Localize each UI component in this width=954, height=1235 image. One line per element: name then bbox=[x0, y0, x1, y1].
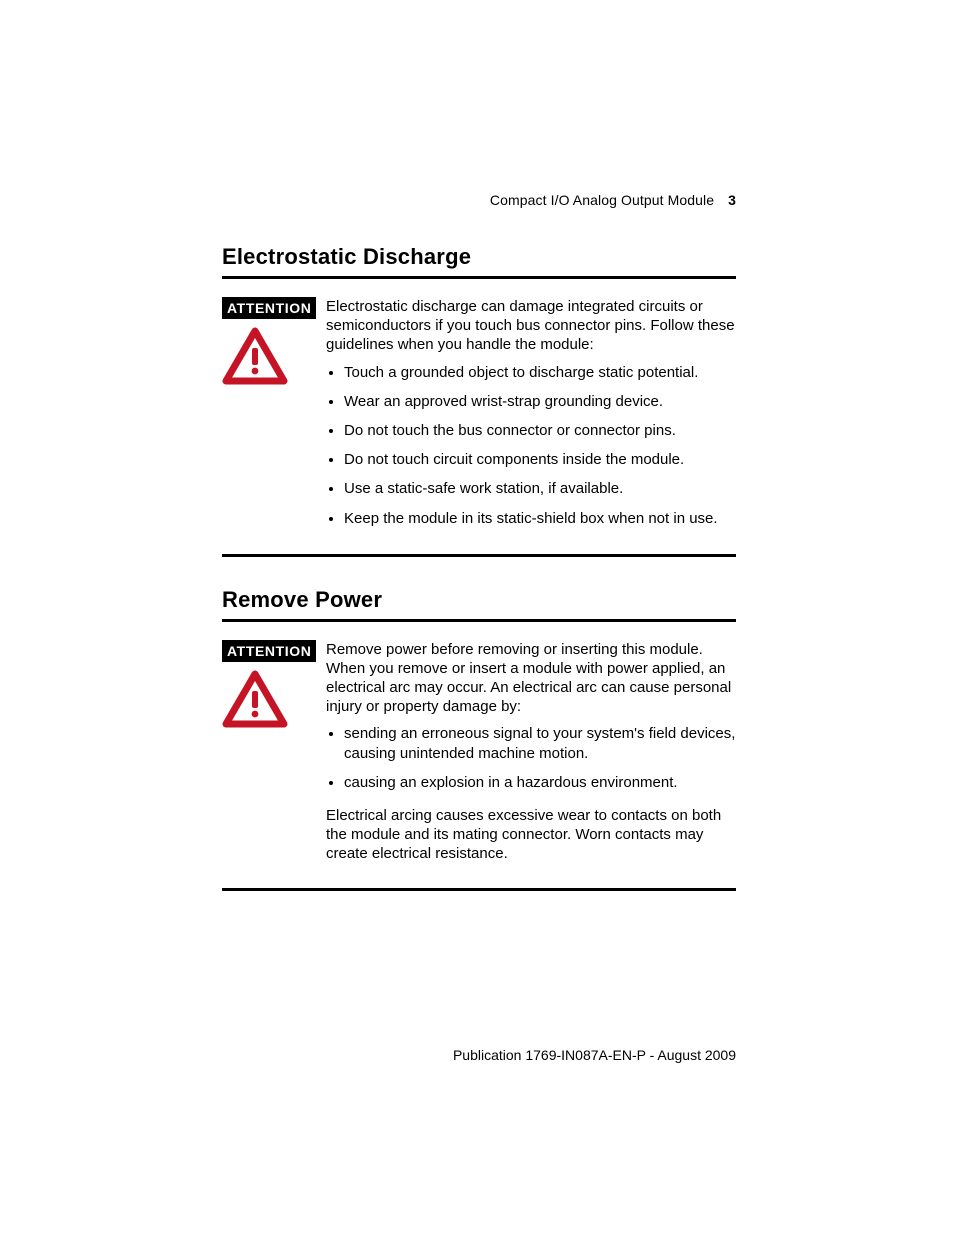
warning-triangle-icon bbox=[222, 327, 308, 385]
attention-block-power: ATTENTION Remove power before removing o… bbox=[222, 640, 736, 872]
attention-intro: Electrostatic discharge can damage integ… bbox=[326, 297, 736, 355]
publication-footer: Publication 1769-IN087A-EN-P - August 20… bbox=[453, 1047, 736, 1063]
attention-block-esd: ATTENTION Electrostatic discharge can da… bbox=[222, 297, 736, 538]
attention-left-column: ATTENTION bbox=[222, 640, 308, 728]
divider bbox=[222, 276, 736, 279]
list-item: Keep the module in its static-shield box… bbox=[344, 509, 736, 528]
attention-left-column: ATTENTION bbox=[222, 297, 308, 385]
list-item: Touch a grounded object to discharge sta… bbox=[344, 363, 736, 382]
running-header: Compact I/O Analog Output Module 3 bbox=[490, 192, 736, 208]
list-item: Do not touch circuit components inside t… bbox=[344, 450, 736, 469]
page-content: Electrostatic Discharge ATTENTION Electr… bbox=[222, 244, 736, 891]
attention-outro: Electrical arcing causes excessive wear … bbox=[326, 806, 736, 864]
list-item: sending an erroneous signal to your syst… bbox=[344, 724, 736, 762]
warning-triangle-icon bbox=[222, 670, 308, 728]
section-gap bbox=[222, 557, 736, 587]
attention-body: Remove power before removing or insertin… bbox=[326, 640, 736, 872]
divider bbox=[222, 619, 736, 622]
section-heading-power: Remove Power bbox=[222, 587, 736, 613]
attention-intro: Remove power before removing or insertin… bbox=[326, 640, 736, 717]
header-title: Compact I/O Analog Output Module bbox=[490, 192, 714, 208]
list-item: causing an explosion in a hazardous envi… bbox=[344, 773, 736, 792]
attention-bullet-list: Touch a grounded object to discharge sta… bbox=[326, 363, 736, 528]
list-item: Do not touch the bus connector or connec… bbox=[344, 421, 736, 440]
document-page: Compact I/O Analog Output Module 3 Elect… bbox=[0, 0, 954, 1235]
attention-body: Electrostatic discharge can damage integ… bbox=[326, 297, 736, 538]
attention-label: ATTENTION bbox=[222, 297, 316, 319]
section-heading-esd: Electrostatic Discharge bbox=[222, 244, 736, 270]
list-item: Use a static-safe work station, if avail… bbox=[344, 479, 736, 498]
attention-label: ATTENTION bbox=[222, 640, 316, 662]
divider bbox=[222, 888, 736, 891]
page-number: 3 bbox=[728, 192, 736, 208]
list-item: Wear an approved wrist-strap grounding d… bbox=[344, 392, 736, 411]
attention-bullet-list: sending an erroneous signal to your syst… bbox=[326, 724, 736, 792]
